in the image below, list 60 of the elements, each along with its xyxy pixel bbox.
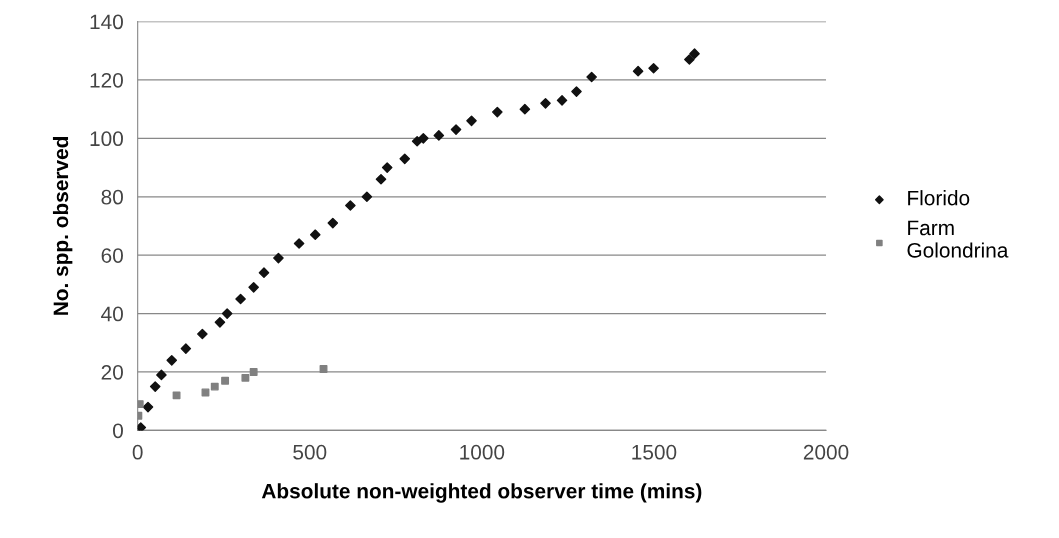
x-tick-label: 2000	[803, 444, 849, 460]
point	[221, 308, 233, 319]
point	[156, 369, 167, 381]
point	[648, 62, 659, 74]
y-tick-label: 140	[90, 14, 123, 30]
point	[571, 86, 582, 97]
point	[309, 229, 321, 241]
point	[197, 328, 208, 340]
y-tick-label: 120	[90, 72, 123, 88]
x-tick-label: 0	[132, 444, 143, 460]
point	[689, 48, 700, 59]
point	[466, 115, 477, 127]
point	[210, 382, 219, 391]
y-tick-label: 40	[101, 306, 123, 322]
point	[361, 191, 373, 203]
y-tick-label: 60	[101, 248, 123, 263]
point	[556, 95, 568, 106]
point	[399, 153, 411, 165]
point	[492, 106, 503, 118]
x-axis-title: Absolute non-weighted observer time (mins)	[261, 483, 702, 503]
legend-label: Florido	[908, 190, 970, 206]
point	[180, 343, 192, 354]
point	[327, 217, 339, 229]
y-tick-label: 0	[113, 423, 123, 439]
point	[345, 200, 356, 211]
y-tick-label: 20	[101, 364, 123, 380]
point	[142, 401, 154, 413]
x-tick-label: 1500	[632, 444, 677, 460]
point	[258, 267, 270, 278]
y-tick-label: 80	[101, 189, 123, 205]
point	[586, 71, 597, 83]
point	[166, 355, 178, 366]
legend-label: Farm Golondrina	[907, 220, 1009, 258]
point	[684, 54, 695, 65]
x-tick-label: 1000	[460, 444, 505, 460]
y-tick-label: 100	[90, 131, 123, 147]
point	[201, 388, 210, 397]
point	[137, 400, 144, 409]
point	[214, 317, 226, 328]
point	[375, 173, 387, 185]
point	[149, 381, 161, 392]
point	[249, 368, 258, 376]
point	[519, 103, 531, 115]
point	[273, 252, 284, 264]
point	[293, 238, 305, 249]
point	[241, 373, 250, 382]
point	[248, 281, 259, 293]
point	[172, 391, 181, 400]
y-axis-title: No. spp. observed	[52, 137, 73, 315]
point	[632, 65, 644, 77]
point	[235, 293, 246, 305]
point	[137, 422, 147, 431]
point	[540, 97, 551, 109]
point	[433, 130, 445, 141]
point	[319, 365, 328, 374]
point	[418, 133, 429, 144]
point	[381, 162, 393, 173]
point	[221, 376, 230, 385]
x-tick-label: 500	[293, 444, 327, 460]
point	[450, 124, 462, 135]
